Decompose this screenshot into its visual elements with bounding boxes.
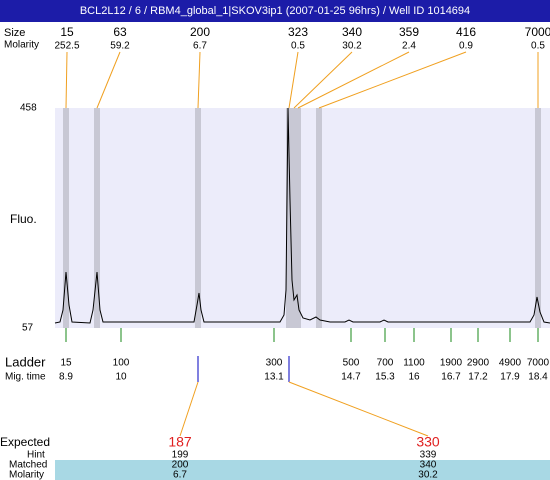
ladder-size: 15 (60, 358, 72, 369)
peak-molarity: 30.2 (342, 41, 362, 52)
connector (179, 381, 199, 437)
molarity-label: Molarity (9, 470, 44, 480)
y-axis-label: Fluo. (10, 212, 37, 226)
ladder-mig-time: 17.9 (500, 372, 520, 383)
ladder-size: 4900 (499, 358, 522, 369)
matched-value: 200 (172, 460, 189, 471)
ladder-size: 1900 (440, 358, 463, 369)
peak-molarity: 252.5 (54, 41, 79, 52)
size-label: Size (4, 27, 25, 39)
plot-area (55, 108, 550, 328)
peak-band (535, 108, 541, 328)
peak-size: 416 (456, 25, 476, 39)
ladder-mig-time: 14.7 (341, 372, 361, 383)
peak-molarity: 59.2 (110, 41, 130, 52)
trace (54, 107, 550, 324)
peak-band (286, 108, 292, 328)
peak-size: 200 (190, 25, 210, 39)
ladder-size: 2900 (467, 358, 490, 369)
matched-label: Matched (9, 460, 47, 471)
y-max-label: 458 (20, 103, 37, 114)
peak-connector (297, 51, 410, 109)
peak-connector (65, 51, 68, 109)
matched-row (55, 460, 550, 470)
peak-size: 15 (60, 25, 74, 39)
ladder-mig-time: 16.7 (441, 372, 461, 383)
peak-connector (96, 51, 121, 109)
peak-connector (197, 51, 201, 109)
ladder-mig-time: 17.2 (468, 372, 488, 383)
expected-value: 330 (416, 434, 440, 450)
ladder-mig-time: 10 (115, 372, 127, 383)
peak-band (295, 108, 301, 328)
molarity-value: 6.7 (173, 470, 187, 480)
peak-molarity: 2.4 (402, 41, 416, 52)
peak-molarity: 0.9 (459, 41, 473, 52)
molarity-row (55, 470, 550, 480)
peak-connector (293, 51, 353, 109)
peak-molarity: 0.5 (531, 41, 545, 52)
matched-value: 340 (420, 460, 437, 471)
peak-band (316, 108, 322, 328)
hint-value: 339 (420, 450, 437, 461)
ladder-mig-time: 13.1 (264, 372, 284, 383)
expected-value: 187 (168, 434, 192, 450)
hint-label: Hint (27, 450, 45, 461)
peak-band (94, 108, 100, 328)
ladder-label: Ladder (5, 354, 46, 369)
ladder-mig-time: 15.3 (375, 372, 395, 383)
expected-label: Expected (0, 435, 50, 449)
peak-band (63, 108, 69, 328)
molarity-label: Molarity (4, 40, 39, 51)
ladder-mig-time: 16 (408, 372, 420, 383)
ladder-size: 7000 (527, 358, 550, 369)
peak-size: 340 (342, 25, 362, 39)
ladder-size: 300 (266, 358, 283, 369)
peak-connector (318, 51, 467, 109)
mig-time-label: Mig. time (5, 372, 46, 383)
peak-size: 323 (288, 25, 308, 39)
ladder-size: 500 (343, 358, 360, 369)
hint-value: 199 (172, 450, 189, 461)
title-bar (0, 0, 550, 22)
peak-size: 359 (399, 25, 419, 39)
ladder-mig-time: 18.4 (528, 372, 548, 383)
peak-connector (288, 51, 299, 109)
ladder-mig-time: 8.9 (59, 372, 73, 383)
ladder-size: 1100 (403, 358, 425, 369)
title: BCL2L12 / 6 / RBM4_global_1|SKOV3ip1 (20… (80, 5, 470, 17)
peak-size: 63 (113, 25, 127, 39)
peak-band (291, 108, 297, 328)
ladder-size: 100 (113, 358, 130, 369)
peak-band (195, 108, 201, 328)
y-min-label: 57 (22, 323, 34, 334)
peak-molarity: 6.7 (193, 41, 207, 52)
peak-molarity: 0.5 (291, 41, 305, 52)
peak-size: 7000 (525, 25, 550, 39)
ladder-size: 700 (377, 358, 394, 369)
molarity-value: 30.2 (418, 470, 438, 480)
connector (288, 381, 429, 437)
